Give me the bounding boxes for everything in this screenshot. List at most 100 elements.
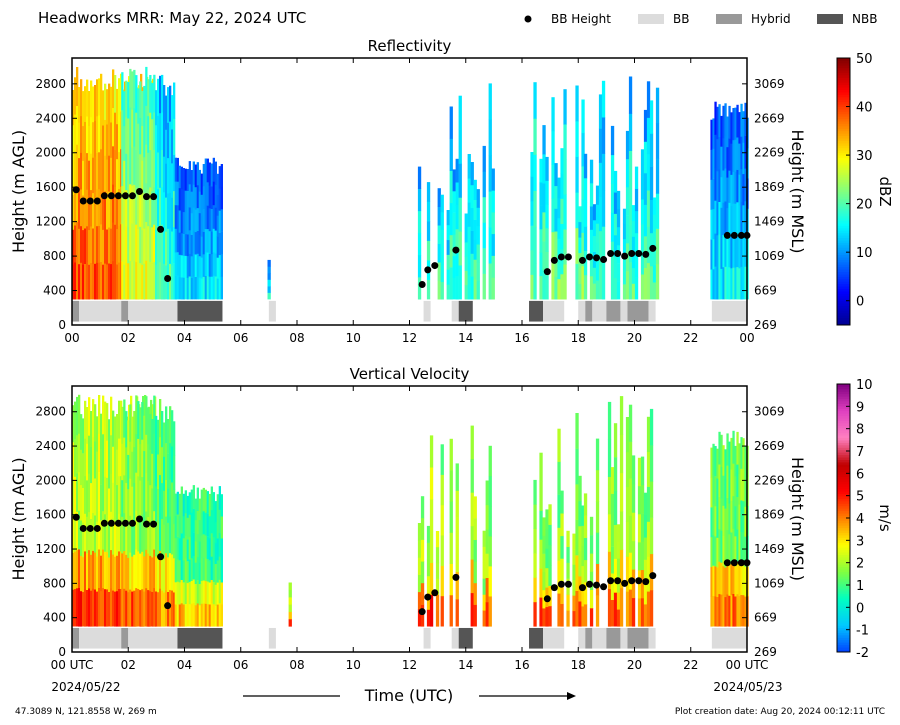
precip-cell [90, 554, 93, 591]
precip-cell [133, 482, 136, 519]
precip-cell [135, 395, 138, 435]
precip-cell [208, 516, 211, 539]
precip-cell [135, 261, 138, 300]
bb-height-point [737, 559, 745, 567]
precip-cell [470, 253, 474, 277]
precip-cell [485, 602, 489, 627]
precip-cell [198, 191, 201, 214]
precip-cell [141, 229, 144, 265]
precip-cell [455, 517, 459, 546]
precip-cell [210, 556, 213, 580]
precip-cell [622, 269, 627, 285]
colorbar-cell [837, 486, 850, 490]
colorbar-cell [837, 566, 850, 570]
precip-cell [131, 71, 134, 110]
precip-cell [631, 205, 636, 222]
precip-cell [589, 571, 594, 590]
precip-cell [139, 262, 142, 300]
precip-cell [720, 207, 723, 239]
colorbar-cell [837, 67, 850, 71]
x-tick-label: 04 [177, 658, 192, 672]
precip-cell [589, 159, 594, 184]
precip-cell [724, 103, 727, 137]
x-tick-label: 10 [346, 331, 361, 345]
precip-cell [108, 83, 111, 120]
colorbar-cell [837, 608, 850, 611]
precip-cell [76, 473, 79, 512]
precip-cell [176, 205, 179, 229]
precip-cell [530, 176, 534, 202]
x-tick-label: 10 [346, 658, 361, 672]
precip-cell [151, 557, 154, 592]
precip-cell [417, 210, 422, 234]
precip-cell [200, 215, 203, 237]
precip-cell [204, 228, 207, 253]
precip-cell [133, 146, 136, 185]
precip-cell [159, 550, 162, 589]
precip-cell [710, 239, 713, 270]
precip-cell [116, 88, 119, 125]
colorbar-cell [837, 181, 850, 185]
precip-cell [200, 278, 203, 300]
colorbar-cell [837, 116, 850, 120]
precip-cell [557, 560, 561, 594]
precip-cell [102, 549, 105, 589]
bb-height-point [730, 231, 738, 239]
y-tick-label-right: 1069 [754, 576, 785, 590]
precip-cell [165, 231, 168, 266]
precip-cell [742, 173, 745, 206]
precip-cell [110, 549, 113, 589]
bb-height-point [543, 595, 551, 603]
bb-height-point [424, 266, 432, 274]
precip-cell [161, 224, 164, 263]
precip-cell [613, 277, 618, 300]
precip-cell [135, 549, 138, 589]
precip-cell [734, 566, 737, 597]
precip-cell [121, 72, 124, 111]
precip-cell [449, 138, 453, 171]
precip-cell [174, 228, 177, 253]
precip-cell [90, 153, 93, 191]
bb-type-bb [620, 300, 628, 322]
precip-cell [212, 275, 215, 300]
bb-type-bb [543, 627, 565, 649]
precip-cell [127, 226, 130, 264]
precip-cell [186, 539, 189, 562]
precip-cell [652, 231, 657, 249]
precip-cell [716, 567, 719, 597]
precip-cell [184, 513, 187, 536]
precip-cell [114, 416, 117, 452]
precip-cell [196, 580, 199, 604]
precip-cell [100, 520, 103, 556]
precip-cell [204, 158, 207, 183]
precip-cell [420, 561, 425, 584]
precip-cell [157, 557, 160, 593]
precip-cell [491, 190, 495, 213]
colorbar-cell [837, 466, 850, 470]
bb-type-hybrid [121, 300, 129, 322]
precip-cell [437, 188, 441, 207]
precip-cell [607, 514, 612, 552]
precip-cell [734, 475, 737, 507]
precip-cell [100, 261, 103, 300]
precip-cell [740, 531, 743, 564]
y-axis-label: Height (m AGL) [9, 130, 28, 253]
precip-cell [118, 188, 121, 226]
bb-height-series [72, 513, 751, 616]
y-tick-label: 400 [43, 284, 66, 298]
precip-cell [174, 515, 177, 539]
precip-cell [634, 255, 639, 278]
precip-cell [646, 486, 651, 522]
precip-cell [716, 106, 719, 140]
colorbar-cell [837, 70, 850, 73]
precip-cell [202, 534, 205, 558]
precip-cell [491, 255, 495, 278]
precip-cell [712, 238, 715, 270]
precip-cell [104, 227, 107, 264]
precip-cell [72, 159, 75, 195]
precip-cell [163, 490, 166, 525]
x-tick-label: 02 [121, 331, 136, 345]
precip-cell [595, 204, 600, 224]
precip-cell [581, 545, 585, 567]
